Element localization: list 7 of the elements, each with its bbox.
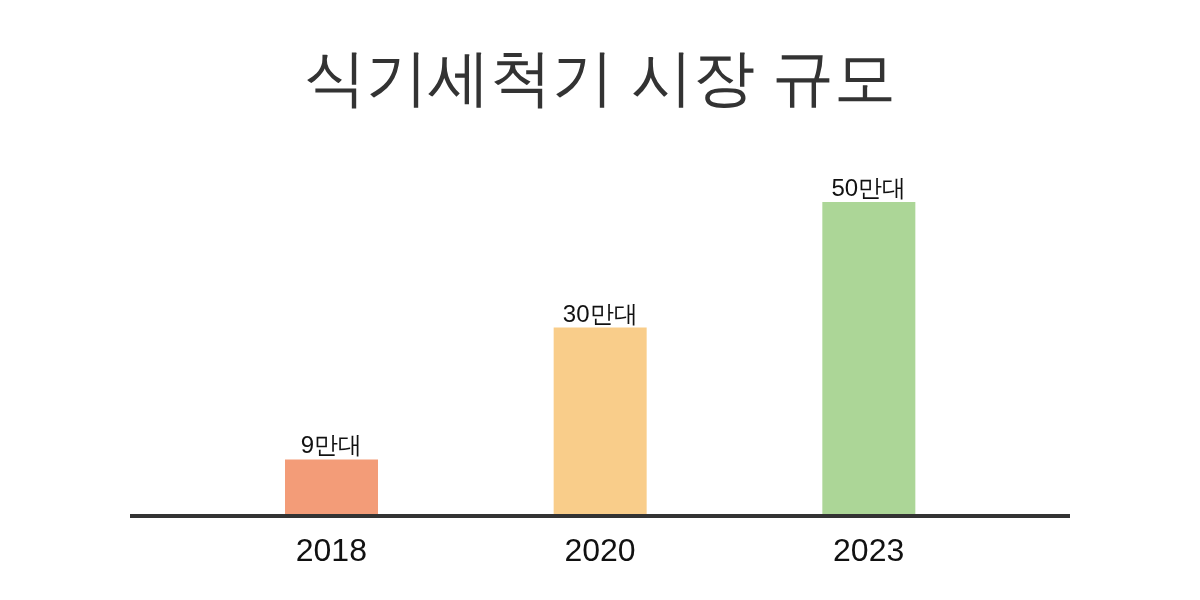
x-tick-label: 2018	[295, 531, 367, 568]
data-label: 30만대	[562, 299, 638, 327]
x-tick-label: 2023	[833, 531, 905, 568]
data-label: 50만대	[831, 174, 907, 201]
x-tick-label: 2020	[564, 531, 636, 568]
chart-title: 식기세척기 시장 규모	[302, 42, 898, 114]
data-label: 9만대	[300, 431, 363, 459]
